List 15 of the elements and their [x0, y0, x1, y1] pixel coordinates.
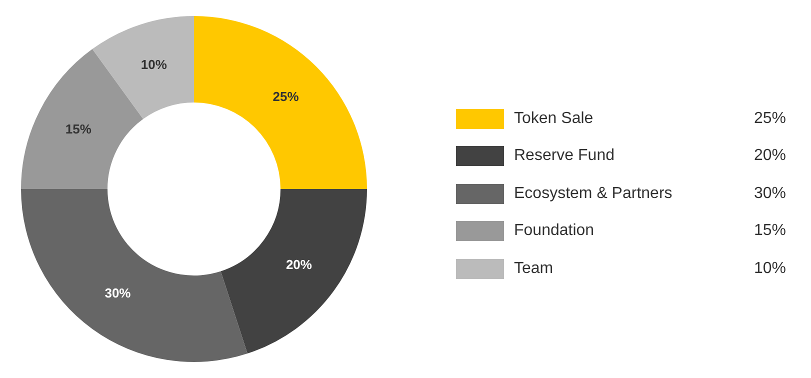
legend-label: Token Sale: [514, 110, 594, 128]
legend-label: Ecosystem & Partners: [514, 184, 674, 203]
text: 15%: [754, 222, 786, 240]
data-label: 25%: [272, 88, 300, 104]
data-label: 20%: [286, 256, 312, 272]
legend-label: Foundation: [514, 222, 596, 240]
text: 10%: [754, 260, 786, 277]
legend-label: Reserve Fund: [514, 147, 616, 166]
legend-label: Team: [514, 260, 554, 278]
text: 20%: [754, 147, 786, 164]
text: 25%: [754, 110, 786, 127]
data-label: 15%: [65, 122, 92, 137]
data-label: 30%: [104, 286, 132, 301]
text: 30%: [754, 184, 786, 202]
data-label: 10%: [140, 57, 168, 72]
